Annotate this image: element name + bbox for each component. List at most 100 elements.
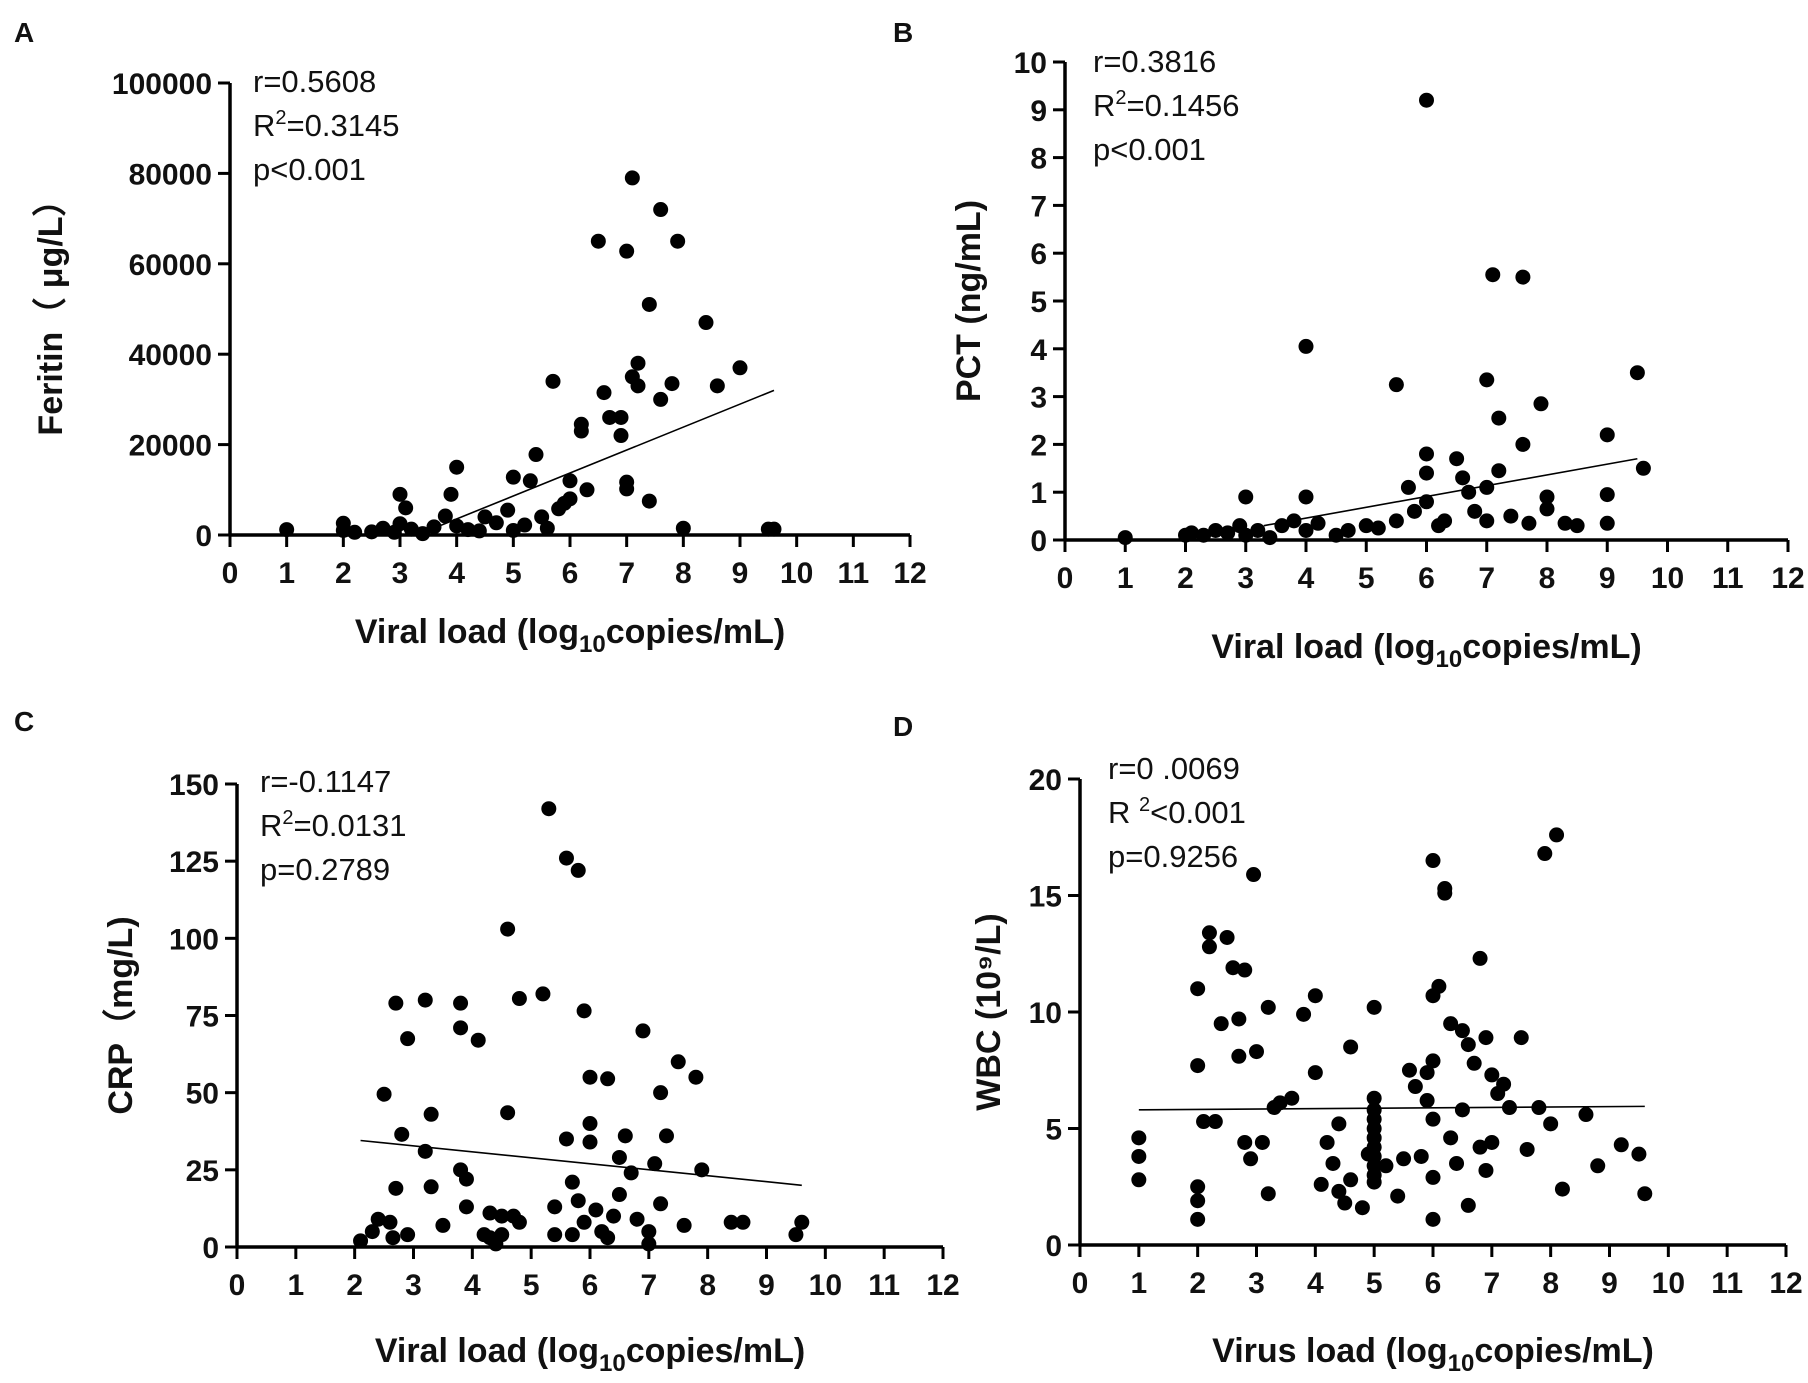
data-point xyxy=(388,995,404,1011)
data-point xyxy=(453,1020,469,1036)
x-tick-label: 6 xyxy=(1418,562,1435,595)
data-point xyxy=(1460,1197,1476,1213)
data-point xyxy=(382,1214,398,1230)
data-point xyxy=(477,509,493,525)
x-axis-title: Viral load (log10copies/mL) xyxy=(375,1332,805,1377)
data-point xyxy=(794,1214,810,1230)
data-point xyxy=(570,862,586,878)
data-point xyxy=(582,1069,598,1085)
y-tick-label: 80000 xyxy=(129,158,212,191)
data-point xyxy=(1208,522,1224,538)
data-point xyxy=(494,1227,510,1243)
data-point xyxy=(423,1106,439,1122)
x-tick-label: 5 xyxy=(505,557,522,590)
data-point xyxy=(417,1143,433,1159)
stat-p: p<0.001 xyxy=(253,152,366,187)
y-tick-label: 9 xyxy=(1030,95,1047,128)
y-tick-label: 60000 xyxy=(129,249,212,282)
data-point xyxy=(647,1156,663,1172)
data-point xyxy=(658,1128,674,1144)
data-point xyxy=(403,521,419,537)
data-point xyxy=(1531,1100,1547,1116)
stat-p: p<0.001 xyxy=(1093,132,1206,167)
data-point xyxy=(1388,513,1404,529)
x-tick-label: 0 xyxy=(1072,1267,1089,1300)
data-point xyxy=(1284,1090,1300,1106)
stat-r-squared: R 2<0.001 xyxy=(1108,794,1246,830)
y-tick-label: 6 xyxy=(1030,238,1047,271)
data-point xyxy=(426,519,442,535)
data-point xyxy=(1238,527,1254,543)
x-tick-label: 12 xyxy=(926,1269,959,1302)
data-point xyxy=(545,373,561,389)
data-point xyxy=(511,1214,527,1230)
x-tick-label: 10 xyxy=(780,557,813,590)
data-point xyxy=(653,202,669,218)
data-point xyxy=(723,1214,739,1230)
y-tick-label: 10 xyxy=(1029,997,1062,1030)
data-point xyxy=(1503,508,1519,524)
data-point xyxy=(1613,1137,1629,1153)
stat-r: r=0.5608 xyxy=(253,64,376,99)
data-point xyxy=(1201,925,1217,941)
data-point xyxy=(1539,501,1555,517)
y-tick-label: 25 xyxy=(186,1155,219,1188)
x-tick-label: 12 xyxy=(893,557,926,590)
data-point xyxy=(1378,1158,1394,1174)
data-point xyxy=(1406,503,1422,519)
data-point xyxy=(653,1085,669,1101)
stat-r: r=0.3816 xyxy=(1093,44,1216,79)
x-tick-label: 4 xyxy=(448,557,465,590)
x-tick-label: 1 xyxy=(287,1269,304,1302)
data-point xyxy=(364,1224,380,1240)
data-point xyxy=(1460,1037,1476,1053)
data-point xyxy=(641,493,657,509)
data-point xyxy=(500,502,516,518)
data-point xyxy=(1390,1188,1406,1204)
data-point xyxy=(670,1054,686,1070)
regression-line xyxy=(416,389,775,536)
x-tick-label: 10 xyxy=(809,1269,842,1302)
x-tick-label: 9 xyxy=(732,557,749,590)
x-tick-label: 10 xyxy=(1652,1267,1685,1300)
stat-p: p=0.2789 xyxy=(260,852,390,887)
x-tick-label: 6 xyxy=(1425,1267,1442,1300)
data-point xyxy=(1328,527,1344,543)
data-point xyxy=(641,1236,657,1252)
data-point xyxy=(562,473,578,489)
data-point xyxy=(694,1162,710,1178)
data-point xyxy=(522,473,538,489)
data-point xyxy=(698,315,714,331)
x-tick-label: 7 xyxy=(618,557,635,590)
data-point xyxy=(279,522,295,538)
data-point xyxy=(1419,465,1434,481)
data-point xyxy=(1472,950,1488,966)
data-point xyxy=(1298,489,1314,505)
x-tick-label: 1 xyxy=(278,557,295,590)
data-point xyxy=(1549,827,1565,843)
data-point xyxy=(1491,410,1507,426)
data-point xyxy=(1491,463,1507,479)
x-tick-label: 9 xyxy=(1601,1267,1618,1300)
data-point xyxy=(630,355,646,371)
data-point xyxy=(641,1224,657,1240)
data-point xyxy=(579,482,595,498)
data-point xyxy=(564,1174,580,1190)
data-point xyxy=(1190,1179,1206,1195)
data-point xyxy=(1370,520,1386,536)
data-point xyxy=(1307,1065,1323,1081)
data-point xyxy=(735,1214,751,1230)
data-point xyxy=(482,1205,498,1221)
data-point xyxy=(617,1128,633,1144)
data-point xyxy=(1629,365,1645,381)
data-point xyxy=(570,1193,586,1209)
x-tick-label: 2 xyxy=(1189,1267,1206,1300)
data-point xyxy=(602,409,618,425)
data-point xyxy=(449,459,465,475)
data-point xyxy=(1366,999,1382,1015)
data-point xyxy=(1443,1130,1459,1146)
data-point xyxy=(641,296,657,312)
stat-r-squared: R2=0.3145 xyxy=(253,107,399,143)
data-point xyxy=(600,1071,616,1087)
